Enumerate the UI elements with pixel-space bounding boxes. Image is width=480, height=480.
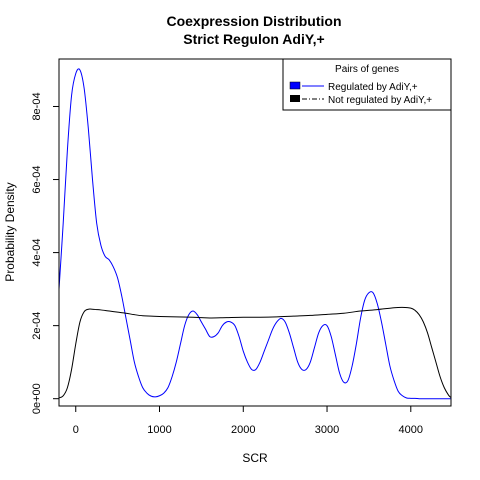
- legend-label-not-regulated: Not regulated by AdiY,+: [328, 95, 432, 106]
- y-tick-label: 6e-04: [31, 165, 43, 193]
- y-axis-label: Probability Density: [3, 182, 17, 281]
- x-axis: 0 1000 2000 3000 4000: [73, 406, 423, 436]
- y-tick-label: 8e-04: [31, 92, 43, 120]
- legend-title: Pairs of genes: [335, 64, 399, 75]
- chart-subtitle: Strict Regulon AdiY,+: [183, 31, 324, 47]
- legend: Pairs of genes Regulated by AdiY,+ Not r…: [282, 58, 452, 111]
- legend-label-regulated: Regulated by AdiY,+: [328, 82, 418, 93]
- x-tick-label: 4000: [399, 424, 423, 436]
- chart-title: Coexpression Distribution: [166, 13, 341, 29]
- plot-lines: [58, 68, 452, 400]
- x-tick-label: 3000: [315, 424, 339, 436]
- y-axis: 0e+00 2e-04 4e-04 6e-04 8e-04: [31, 92, 59, 414]
- plot-frame: [58, 58, 452, 407]
- x-tick-label: 2000: [231, 424, 255, 436]
- series-line-not-regulated: [58, 306, 452, 399]
- series-line-regulated: [58, 68, 451, 400]
- legend-swatch-regulated: [289, 81, 301, 90]
- x-tick-label: 1000: [147, 424, 171, 436]
- x-axis-label: SCR: [242, 451, 268, 465]
- y-tick-label: 2e-04: [31, 312, 43, 340]
- legend-box: [282, 58, 452, 111]
- x-tick-label: 0: [73, 424, 79, 436]
- y-tick-label: 0e+00: [31, 383, 43, 414]
- y-tick-label: 4e-04: [31, 239, 43, 267]
- legend-swatch-not-regulated: [290, 95, 300, 102]
